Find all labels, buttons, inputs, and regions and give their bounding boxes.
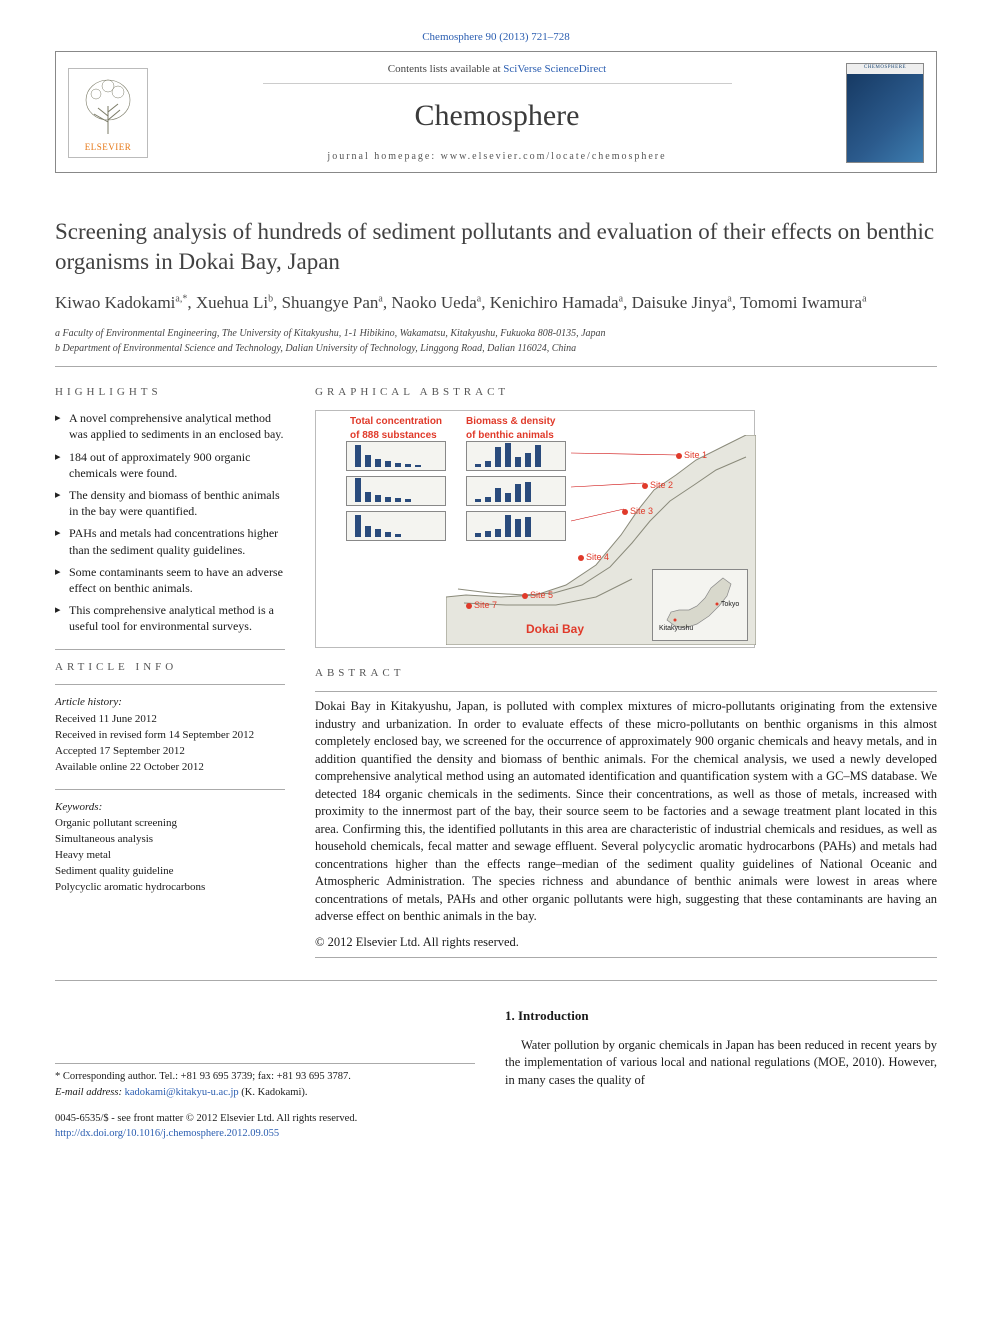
front-matter-line: 0045-6535/$ - see front matter © 2012 El… [55,1112,475,1126]
ga-chart-1a [346,441,446,471]
page: Chemosphere 90 (2013) 721–728 ELSEVIER C… [0,0,992,1181]
issue-reference[interactable]: Chemosphere 90 (2013) 721–728 [55,30,937,45]
sciencedirect-link[interactable]: SciVerse ScienceDirect [503,63,606,75]
highlight-item: The density and biomass of benthic anima… [55,487,285,519]
keyword: Sediment quality guideline [55,864,285,879]
email-tail: (K. Kadokami). [239,1087,308,1098]
elsevier-wordmark: ELSEVIER [85,141,132,153]
doi-line: http://dx.doi.org/10.1016/j.chemosphere.… [55,1127,475,1141]
keyword: Simultaneous analysis [55,832,285,847]
ga-chart-2a [346,476,446,506]
journal-cover-thumbnail[interactable]: CHEMOSPHERE [846,63,924,163]
author[interactable]: Daisuke Jinya [632,293,728,312]
author-list: Kiwao Kadokamia,*, Xuehua Lib, Shuangye … [55,292,937,315]
affiliation: b Department of Environmental Science an… [55,342,937,356]
contents-available-line: Contents lists available at SciVerse Sci… [263,62,732,84]
doi-link[interactable]: http://dx.doi.org/10.1016/j.chemosphere.… [55,1128,279,1139]
author-affil-sup: a [727,294,731,305]
cover-journal-label: CHEMOSPHERE [847,65,923,72]
author[interactable]: Kiwao Kadokami [55,293,175,312]
author-affil-sup: a [477,294,481,305]
article-title: Screening analysis of hundreds of sedime… [55,217,937,277]
highlight-item: 184 out of approximately 900 organic che… [55,449,285,481]
email-label: E-mail address: [55,1087,125,1098]
abstract-heading: ABSTRACT [315,666,937,681]
author[interactable]: Xuehua Li [196,293,268,312]
ga-bay-label: Dokai Bay [526,621,584,637]
highlight-item: This comprehensive analytical method is … [55,602,285,634]
highlights-heading: HIGHLIGHTS [55,385,285,400]
affiliation: a Faculty of Environmental Engineering, … [55,327,937,341]
footnotes: * Corresponding author. Tel.: +81 93 695… [55,1063,475,1100]
section-rule [315,957,937,958]
ga-inset-tokyo: Tokyo [721,600,739,609]
keyword: Polycyclic aromatic hydrocarbons [55,880,285,895]
header-center: Contents lists available at SciVerse Sci… [162,62,832,164]
ga-japan-inset: Tokyo Kitakyushu [652,569,748,641]
corresponding-author: * Corresponding author. Tel.: +81 93 695… [55,1070,475,1084]
highlight-item: A novel comprehensive analytical method … [55,410,285,442]
keywords-block: Keywords: Organic pollutant screening Si… [55,800,285,895]
ga-site-5: Site 5 [522,589,553,601]
ga-site-1: Site 1 [676,449,707,461]
author[interactable]: Tomomi Iwamura [740,293,862,312]
ga-chart-3a [346,511,446,541]
author-affil-sup: a [378,294,382,305]
highlights-list: A novel comprehensive analytical method … [55,410,285,634]
ga-inset-kitakyushu: Kitakyushu [659,624,693,633]
author[interactable]: Naoko Ueda [391,293,476,312]
author-affil-sup: b [268,294,273,305]
intro-right-column: 1. Introduction Water pollution by organ… [505,1007,937,1141]
ga-label-left: Total concentration of 888 substances [350,415,450,442]
keywords-subhead: Keywords: [55,800,285,815]
abstract-paragraph: Dokai Bay in Kitakyushu, Japan, is pollu… [315,698,937,926]
copyright-line: © 2012 Elsevier Ltd. All rights reserved… [315,934,937,952]
ga-site-3: Site 3 [622,505,653,517]
highlights-section: HIGHLIGHTS A novel comprehensive analyti… [55,385,285,634]
elsevier-logo[interactable]: ELSEVIER [68,68,148,158]
left-column: HIGHLIGHTS A novel comprehensive analyti… [55,385,285,958]
highlight-item: Some contaminants seem to have an advers… [55,564,285,596]
article-history: Article history: Received 11 June 2012 R… [55,695,285,774]
contents-prefix: Contents lists available at [388,63,503,75]
elsevier-tree-icon [80,76,136,138]
journal-homepage-line[interactable]: journal homepage: www.elsevier.com/locat… [162,150,832,164]
abstract-text: Dokai Bay in Kitakyushu, Japan, is pollu… [315,698,937,951]
email-link[interactable]: kadokami@kitakyu-u.ac.jp [125,1087,239,1098]
history-line: Available online 22 October 2012 [55,760,285,775]
highlight-item: PAHs and metals had concentrations highe… [55,525,285,557]
right-column: GRAPHICAL ABSTRACT Total concentration o… [315,385,937,958]
ga-site-7: Site 7 [466,599,497,611]
full-width-rule [55,980,937,981]
keyword: Organic pollutant screening [55,816,285,831]
section-rule [315,691,937,692]
section-rule [55,684,285,685]
graphical-abstract-heading: GRAPHICAL ABSTRACT [315,385,937,400]
graphical-abstract-figure: Total concentration of 888 substances Bi… [315,410,755,648]
ga-site-4: Site 4 [578,551,609,563]
history-line: Received 11 June 2012 [55,712,285,727]
history-line: Accepted 17 September 2012 [55,744,285,759]
section-rule [55,649,285,650]
author[interactable]: Shuangye Pan [282,293,379,312]
history-line: Received in revised form 14 September 20… [55,728,285,743]
author-affil-sup: a,* [175,294,187,305]
section-rule [55,789,285,790]
intro-left-column: * Corresponding author. Tel.: +81 93 695… [55,1007,475,1141]
article-info-heading: ARTICLE INFO [55,660,285,675]
ga-site-2: Site 2 [642,479,673,491]
email-line: E-mail address: kadokami@kitakyu-u.ac.jp… [55,1086,475,1100]
author-affil-sup: a [619,294,623,305]
author-affil-sup: a [862,294,866,305]
history-subhead: Article history: [55,695,285,710]
author[interactable]: Kenichiro Hamada [490,293,619,312]
affiliations: a Faculty of Environmental Engineering, … [55,327,937,367]
keyword: Heavy metal [55,848,285,863]
introduction-heading: 1. Introduction [505,1007,937,1025]
introduction-paragraph: Water pollution by organic chemicals in … [505,1037,937,1090]
journal-header: ELSEVIER Contents lists available at Sci… [55,51,937,173]
journal-title: Chemosphere [162,96,832,137]
